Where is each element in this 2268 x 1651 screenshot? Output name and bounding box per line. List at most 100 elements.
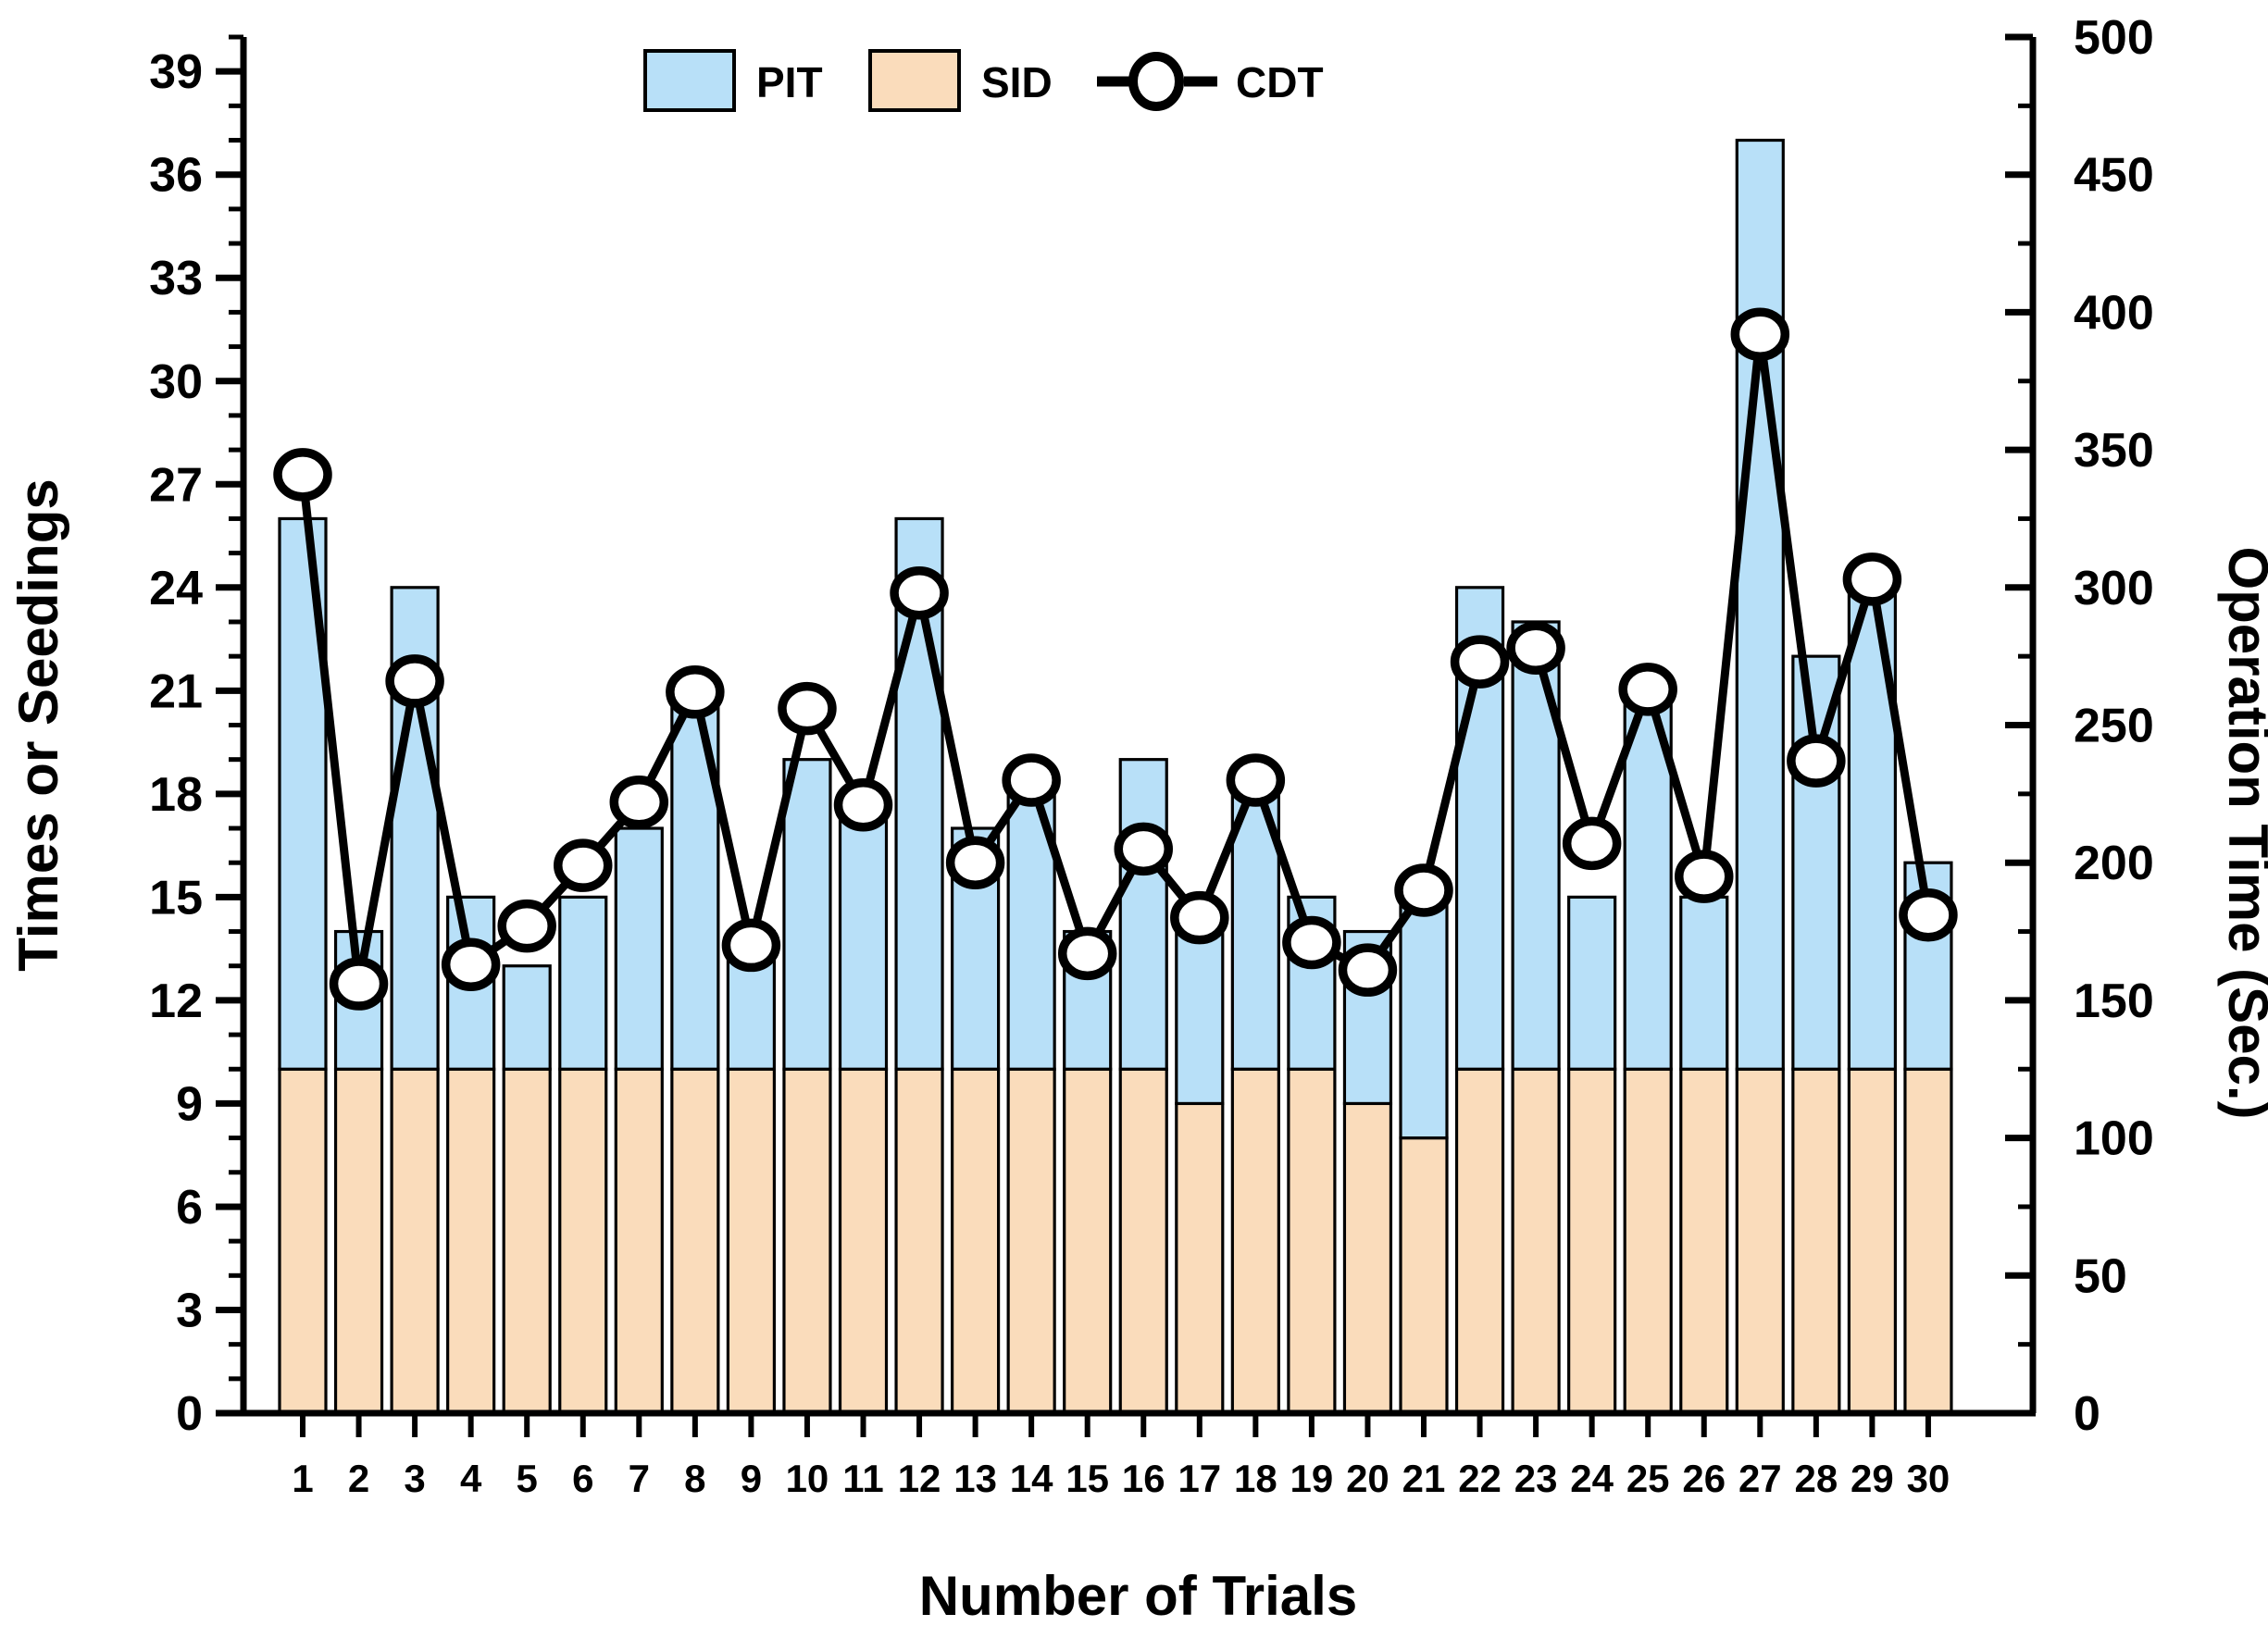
bar-sid-19 — [1287, 1067, 1337, 1415]
bar-sid-21 — [1399, 1136, 1449, 1415]
x-tick-label: 14 — [1010, 1457, 1053, 1500]
bar-sid-18 — [1230, 1067, 1280, 1415]
bar-sid-16 — [1118, 1067, 1168, 1415]
bar-sid-6 — [558, 1067, 608, 1415]
left-tick-label: 24 — [149, 562, 203, 615]
bar-sid-20 — [1342, 1101, 1393, 1415]
legend-label-pit: PIT — [756, 58, 823, 106]
x-tick-label: 19 — [1290, 1457, 1334, 1500]
bar-pit-27 — [1735, 138, 1785, 1071]
legend-cdt-marker — [1128, 52, 1184, 111]
left-tick-label: 3 — [176, 1284, 203, 1337]
cdt-marker-11 — [833, 777, 893, 832]
cdt-marker-28 — [1787, 734, 1846, 788]
x-tick-label: 23 — [1514, 1457, 1558, 1500]
right-tick-label: 100 — [2074, 1112, 2154, 1166]
left-tick-label: 9 — [176, 1077, 203, 1131]
x-tick-label: 10 — [786, 1457, 829, 1500]
legend-swatch-pit — [643, 49, 736, 112]
bar-pit-28 — [1791, 654, 1841, 1071]
left-tick-label: 12 — [149, 974, 203, 1028]
cdt-marker-14 — [1002, 753, 1061, 807]
legend-swatch-sid — [868, 49, 961, 112]
x-tick-label: 7 — [629, 1457, 650, 1500]
bar-pit-26 — [1679, 895, 1729, 1071]
x-tick-label: 11 — [842, 1457, 883, 1500]
left-tick-label: 18 — [149, 768, 203, 822]
bar-sid-13 — [950, 1067, 1001, 1415]
bar-sid-8 — [670, 1067, 720, 1415]
left-tick-label: 6 — [176, 1181, 203, 1235]
cdt-marker-12 — [890, 565, 949, 620]
bar-sid-3 — [390, 1067, 440, 1415]
bar-sid-30 — [1903, 1067, 1953, 1415]
legend-label-sid: SID — [981, 58, 1053, 106]
right-tick-label: 250 — [2074, 700, 2154, 753]
cdt-marker-30 — [1899, 888, 1958, 942]
bar-pit-18 — [1230, 792, 1280, 1071]
bar-pit-10 — [782, 758, 832, 1071]
bar-sid-14 — [1006, 1067, 1056, 1415]
bar-sid-5 — [502, 1067, 552, 1415]
bar-sid-1 — [278, 1067, 328, 1415]
bar-sid-26 — [1679, 1067, 1729, 1415]
left-tick-label: 33 — [149, 252, 203, 305]
x-tick-label: 27 — [1738, 1457, 1782, 1500]
cdt-marker-5 — [497, 899, 556, 953]
cdt-marker-2 — [329, 957, 389, 1011]
x-tick-label: 18 — [1234, 1457, 1277, 1500]
bar-sid-11 — [838, 1067, 889, 1415]
bar-sid-25 — [1623, 1067, 1673, 1415]
x-tick-label: 21 — [1402, 1457, 1446, 1500]
right-tick-label: 200 — [2074, 837, 2154, 890]
cdt-marker-20 — [1338, 943, 1398, 997]
x-tick-label: 6 — [572, 1457, 593, 1500]
cdt-marker-24 — [1562, 816, 1622, 871]
x-tick-label: 20 — [1346, 1457, 1389, 1500]
cdt-marker-25 — [1618, 663, 1677, 716]
legend-label-cdt: CDT — [1236, 58, 1324, 106]
x-tick-label: 24 — [1570, 1457, 1614, 1500]
bar-sid-24 — [1567, 1067, 1617, 1415]
bar-sid-23 — [1511, 1067, 1561, 1415]
bar-pit-17 — [1175, 929, 1225, 1106]
x-tick-label: 2 — [348, 1457, 369, 1500]
bar-pit-24 — [1567, 895, 1617, 1071]
cdt-marker-3 — [385, 654, 444, 708]
x-axis-title: Number of Trials — [919, 1565, 1357, 1627]
x-tick-label: 17 — [1178, 1457, 1221, 1500]
left-tick-label: 0 — [176, 1387, 203, 1441]
right-tick-label: 450 — [2074, 149, 2154, 203]
cdt-marker-8 — [666, 665, 725, 719]
cdt-marker-9 — [721, 918, 781, 973]
right-tick-label: 500 — [2074, 11, 2154, 65]
left-axis-title: Times or Seedings — [7, 478, 69, 971]
bar-sid-22 — [1454, 1067, 1505, 1415]
cdt-marker-18 — [1226, 753, 1286, 807]
x-tick-label: 12 — [898, 1457, 941, 1500]
cdt-marker-29 — [1842, 552, 1902, 606]
x-tick-label: 13 — [953, 1457, 997, 1500]
x-tick-label: 3 — [404, 1457, 425, 1500]
cdt-marker-27 — [1730, 307, 1790, 361]
cdt-marker-21 — [1394, 863, 1453, 917]
x-tick-label: 9 — [741, 1457, 762, 1500]
x-tick-label: 15 — [1065, 1457, 1109, 1500]
x-tick-label: 22 — [1458, 1457, 1502, 1500]
x-tick-label: 26 — [1682, 1457, 1726, 1500]
bar-sid-10 — [782, 1067, 832, 1415]
cdt-marker-6 — [554, 838, 613, 892]
bar-sid-9 — [726, 1067, 777, 1415]
bar-pit-6 — [558, 895, 608, 1071]
left-tick-label: 36 — [149, 149, 203, 203]
left-tick-label: 27 — [149, 458, 203, 512]
bar-sid-29 — [1847, 1067, 1898, 1415]
cdt-marker-22 — [1450, 635, 1510, 689]
x-tick-label: 30 — [1907, 1457, 1950, 1500]
bar-pit-11 — [838, 792, 889, 1071]
right-tick-label: 400 — [2074, 286, 2154, 340]
cdt-marker-15 — [1057, 926, 1117, 981]
cdt-marker-1 — [273, 448, 332, 502]
